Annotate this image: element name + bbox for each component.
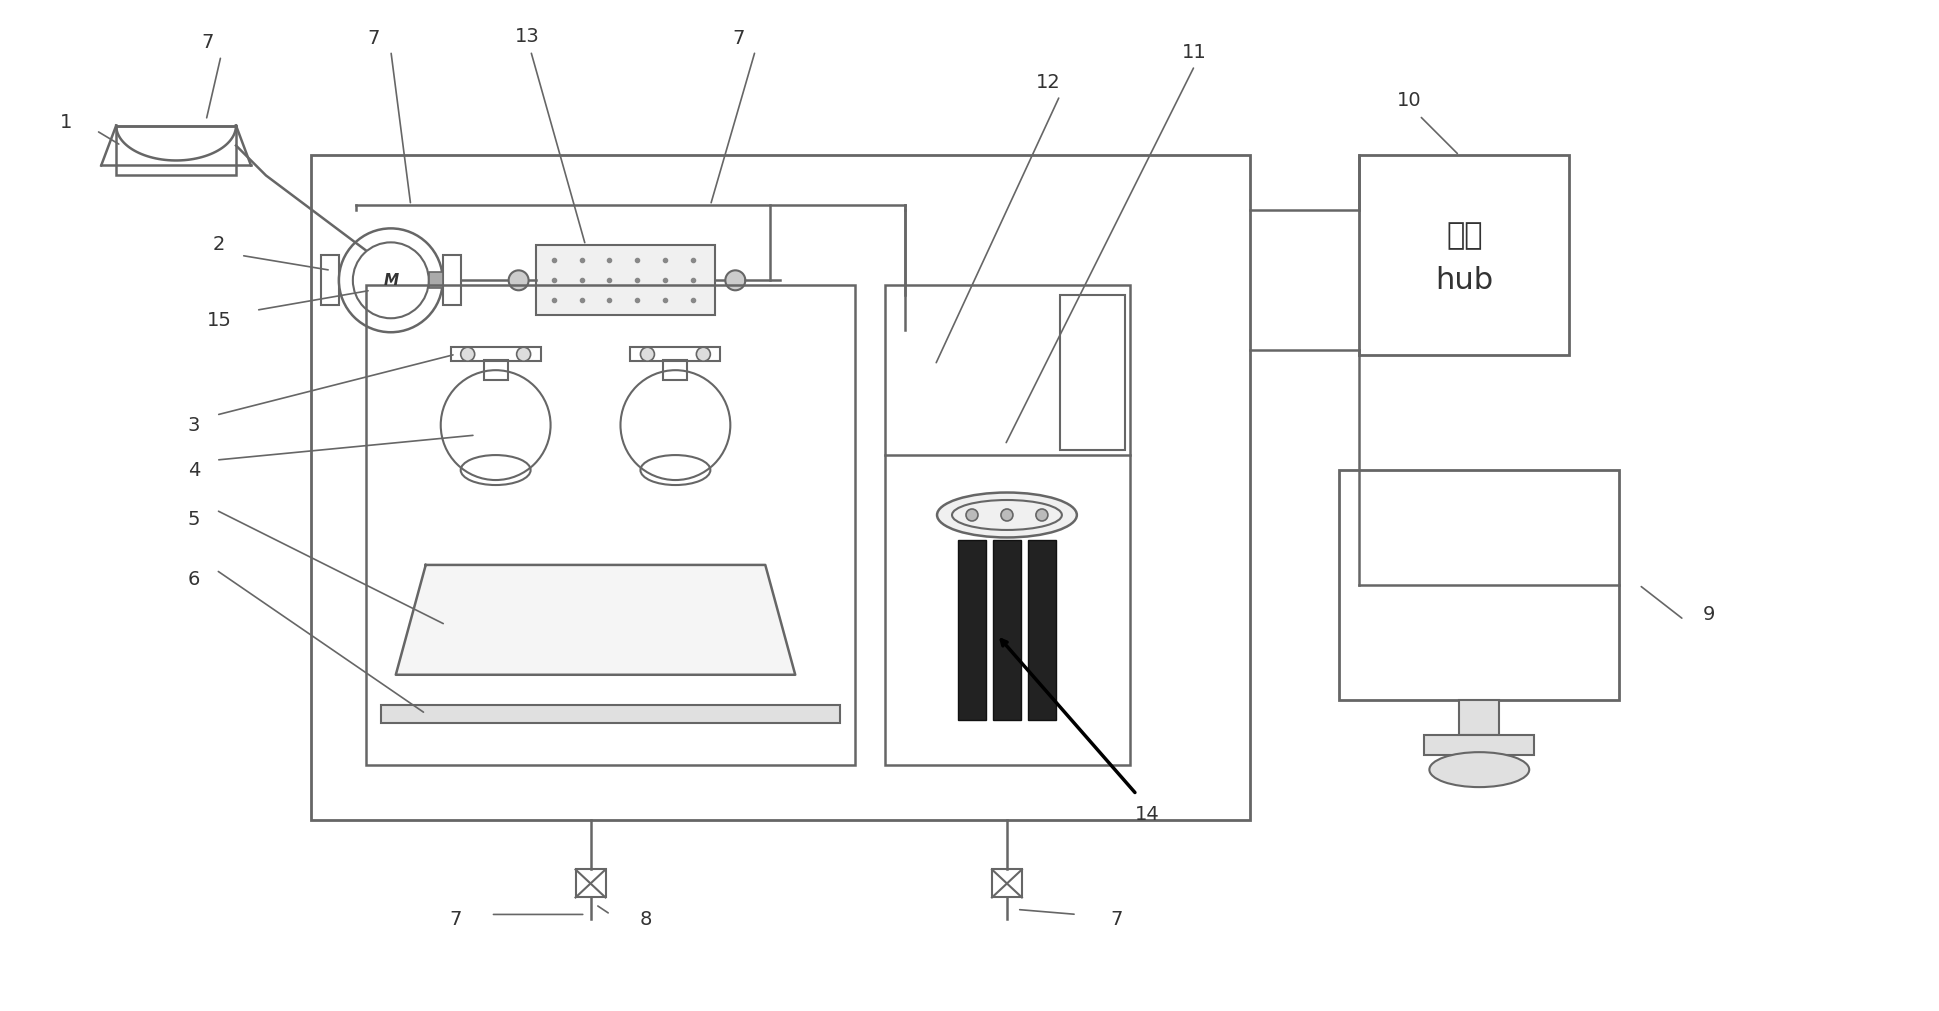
Polygon shape: [396, 565, 795, 674]
Text: 6: 6: [188, 570, 200, 589]
Text: 5: 5: [188, 511, 200, 530]
Ellipse shape: [1429, 752, 1528, 788]
Text: 7: 7: [450, 910, 461, 929]
Bar: [630, 347, 719, 361]
Text: 7: 7: [731, 29, 745, 49]
Text: 13: 13: [516, 27, 539, 47]
Bar: [429, 272, 442, 288]
Bar: [116, 125, 237, 176]
Bar: [663, 360, 686, 380]
Circle shape: [516, 347, 531, 361]
Bar: [442, 256, 460, 305]
Circle shape: [966, 509, 977, 521]
Text: 9: 9: [1702, 606, 1714, 625]
Text: 3: 3: [188, 416, 200, 435]
Bar: [310, 156, 1249, 820]
Bar: [884, 285, 1128, 764]
Circle shape: [460, 347, 475, 361]
Text: 8: 8: [640, 910, 652, 929]
Bar: [483, 360, 508, 380]
Text: 数据: 数据: [1445, 220, 1481, 250]
Text: 10: 10: [1396, 91, 1421, 110]
Bar: [1423, 735, 1534, 754]
Text: 4: 4: [188, 461, 200, 479]
Text: 7: 7: [1109, 910, 1123, 929]
Text: 2: 2: [213, 235, 225, 254]
Bar: [1338, 470, 1619, 700]
Bar: [380, 705, 840, 723]
Bar: [535, 246, 715, 315]
Bar: [1059, 295, 1125, 450]
Bar: [991, 869, 1022, 898]
Circle shape: [696, 347, 710, 361]
Bar: [1359, 156, 1569, 355]
Bar: [993, 540, 1020, 720]
Circle shape: [725, 270, 745, 290]
Bar: [1458, 700, 1499, 735]
Text: 7: 7: [202, 33, 213, 53]
Text: 12: 12: [1035, 73, 1061, 92]
Text: 11: 11: [1181, 43, 1206, 62]
Circle shape: [640, 347, 653, 361]
Bar: [320, 256, 339, 305]
Bar: [576, 869, 605, 898]
Text: 1: 1: [60, 113, 72, 132]
Bar: [958, 540, 985, 720]
Text: 7: 7: [368, 29, 380, 49]
Bar: [1028, 540, 1055, 720]
Bar: [450, 347, 541, 361]
Text: M: M: [384, 273, 397, 288]
Text: hub: hub: [1435, 266, 1493, 295]
Circle shape: [1001, 509, 1012, 521]
Text: 14: 14: [1134, 805, 1158, 824]
Circle shape: [1035, 509, 1047, 521]
Text: 15: 15: [206, 310, 231, 330]
Circle shape: [508, 270, 527, 290]
Ellipse shape: [937, 492, 1076, 538]
Bar: [366, 285, 855, 764]
